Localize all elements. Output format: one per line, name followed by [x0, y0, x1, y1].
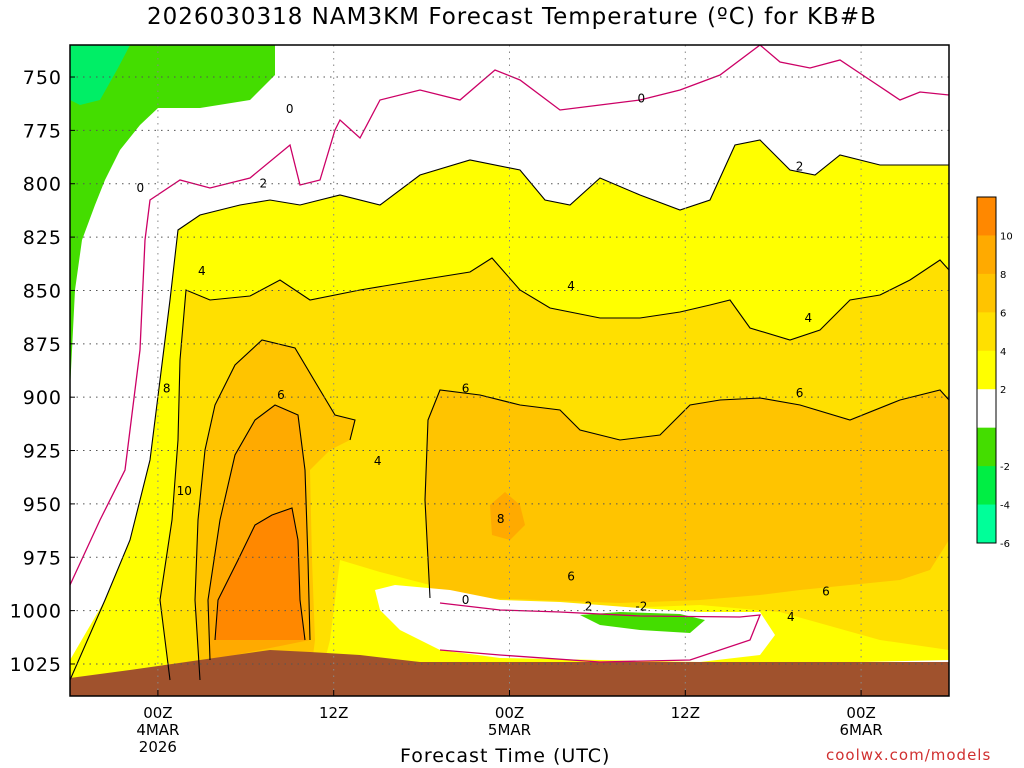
x-axis-label: Forecast Time (UTC) — [400, 745, 611, 767]
colorbar-label: -4 — [1000, 501, 1010, 512]
contour-label: 6 — [277, 388, 285, 402]
contour-label: -2 — [635, 599, 647, 613]
colorbar-frame — [976, 196, 997, 544]
grid — [70, 45, 949, 696]
y-tick-label: 825 — [23, 227, 62, 249]
x-tick-label: 00Z — [495, 704, 524, 722]
contour-label: 4 — [198, 264, 206, 278]
contour-lines — [70, 45, 949, 681]
contour-label: 0 — [286, 102, 294, 116]
colorbar-swatch — [977, 312, 996, 352]
colorbar-label: 2 — [1000, 385, 1006, 396]
contour-labels: 0 0 0 0 2 2 2 -2 4 4 4 4 4 6 6 6 6 6 8 8 10 — [136, 91, 829, 624]
band-low-level-white — [375, 585, 775, 662]
colorbar-swatch — [977, 273, 996, 313]
y-tick-label: 800 — [23, 174, 62, 196]
y-tick-label: 950 — [23, 494, 62, 516]
contour-two-line — [70, 139, 949, 681]
contour-label: 6 — [462, 382, 470, 396]
band-coldest-corner — [70, 45, 130, 105]
x-tick-label: 6MAR — [840, 721, 883, 739]
contour-label: 4 — [374, 454, 382, 468]
colorbar-swatch — [977, 427, 996, 467]
x-tick-label: 12Z — [319, 704, 348, 722]
y-tick-label: 975 — [23, 547, 62, 569]
y-tick-labels: 750 775 800 825 850 875 900 925 950 975 1000 1025 — [10, 67, 75, 676]
contour-six-line — [194, 339, 356, 681]
colorbar-label: -6 — [1000, 539, 1010, 550]
contour-zero-line — [70, 45, 949, 586]
colorbar-label: 4 — [1000, 347, 1006, 358]
colorbar-swatch — [977, 197, 996, 236]
y-tick-label: 850 — [23, 280, 62, 302]
band-above-8-blob — [490, 492, 525, 540]
band-above-6-east — [425, 390, 949, 603]
contour-label: 8 — [163, 382, 171, 396]
x-tick-label: 00Z — [846, 704, 875, 722]
contour-label: 4 — [787, 610, 795, 624]
x-tick-label: 12Z — [671, 704, 700, 722]
colorbar-label: 6 — [1000, 308, 1006, 319]
colorbar-label: 10 — [1000, 231, 1013, 242]
band-above-10 — [215, 508, 305, 640]
terrain — [70, 650, 949, 696]
y-tick-label: 900 — [23, 387, 62, 409]
colorbar-swatch — [977, 389, 996, 429]
credit-text: coolwx.com/models — [826, 746, 992, 764]
contour-label: 0 — [638, 91, 646, 105]
contour-zero-lower — [439, 602, 762, 663]
contour-label: 0 — [462, 593, 470, 607]
contour-label: 8 — [497, 512, 505, 526]
contour-label: 6 — [822, 584, 830, 598]
colorbar-label: -2 — [1000, 462, 1010, 473]
contour-label: 10 — [177, 484, 192, 498]
contour-label: 2 — [585, 599, 593, 613]
x-tick-label: 2026 — [139, 738, 177, 756]
y-tick-label: 875 — [23, 334, 62, 356]
band-cold-upper-left — [70, 45, 275, 390]
colorbar: 10 8 6 4 2 -2 -4 -6 — [976, 196, 1013, 550]
x-tick-label: 4MAR — [136, 721, 179, 739]
y-tick-label: 1000 — [10, 601, 62, 623]
chart-title: 2026030318 NAM3KM Forecast Temperature (… — [147, 4, 877, 30]
colorbar-swatch — [977, 235, 996, 275]
contour-label: 2 — [260, 177, 268, 191]
x-tick-label: 00Z — [143, 704, 172, 722]
colorbar-swatch — [977, 504, 996, 544]
y-tick-label: 1025 — [10, 654, 62, 676]
contour-eight-line — [207, 404, 311, 661]
contour-label: 6 — [567, 569, 575, 583]
y-tick-label: 750 — [23, 67, 62, 89]
colorbar-swatch — [977, 350, 996, 390]
colorbar-swatch — [977, 466, 996, 506]
contour-label: 4 — [567, 279, 575, 293]
contour-ten-line — [214, 507, 306, 641]
contour-label: 6 — [796, 386, 804, 400]
contour-label: 0 — [136, 181, 144, 195]
colorbar-label: 8 — [1000, 270, 1006, 281]
band-low-level-cold — [580, 612, 705, 633]
contour-label: 4 — [805, 311, 813, 325]
contour-label: 2 — [796, 160, 804, 174]
y-tick-label: 925 — [23, 441, 62, 463]
contour-six-east-line — [424, 389, 949, 599]
x-tick-label: 5MAR — [488, 721, 531, 739]
y-tick-label: 775 — [23, 120, 62, 142]
